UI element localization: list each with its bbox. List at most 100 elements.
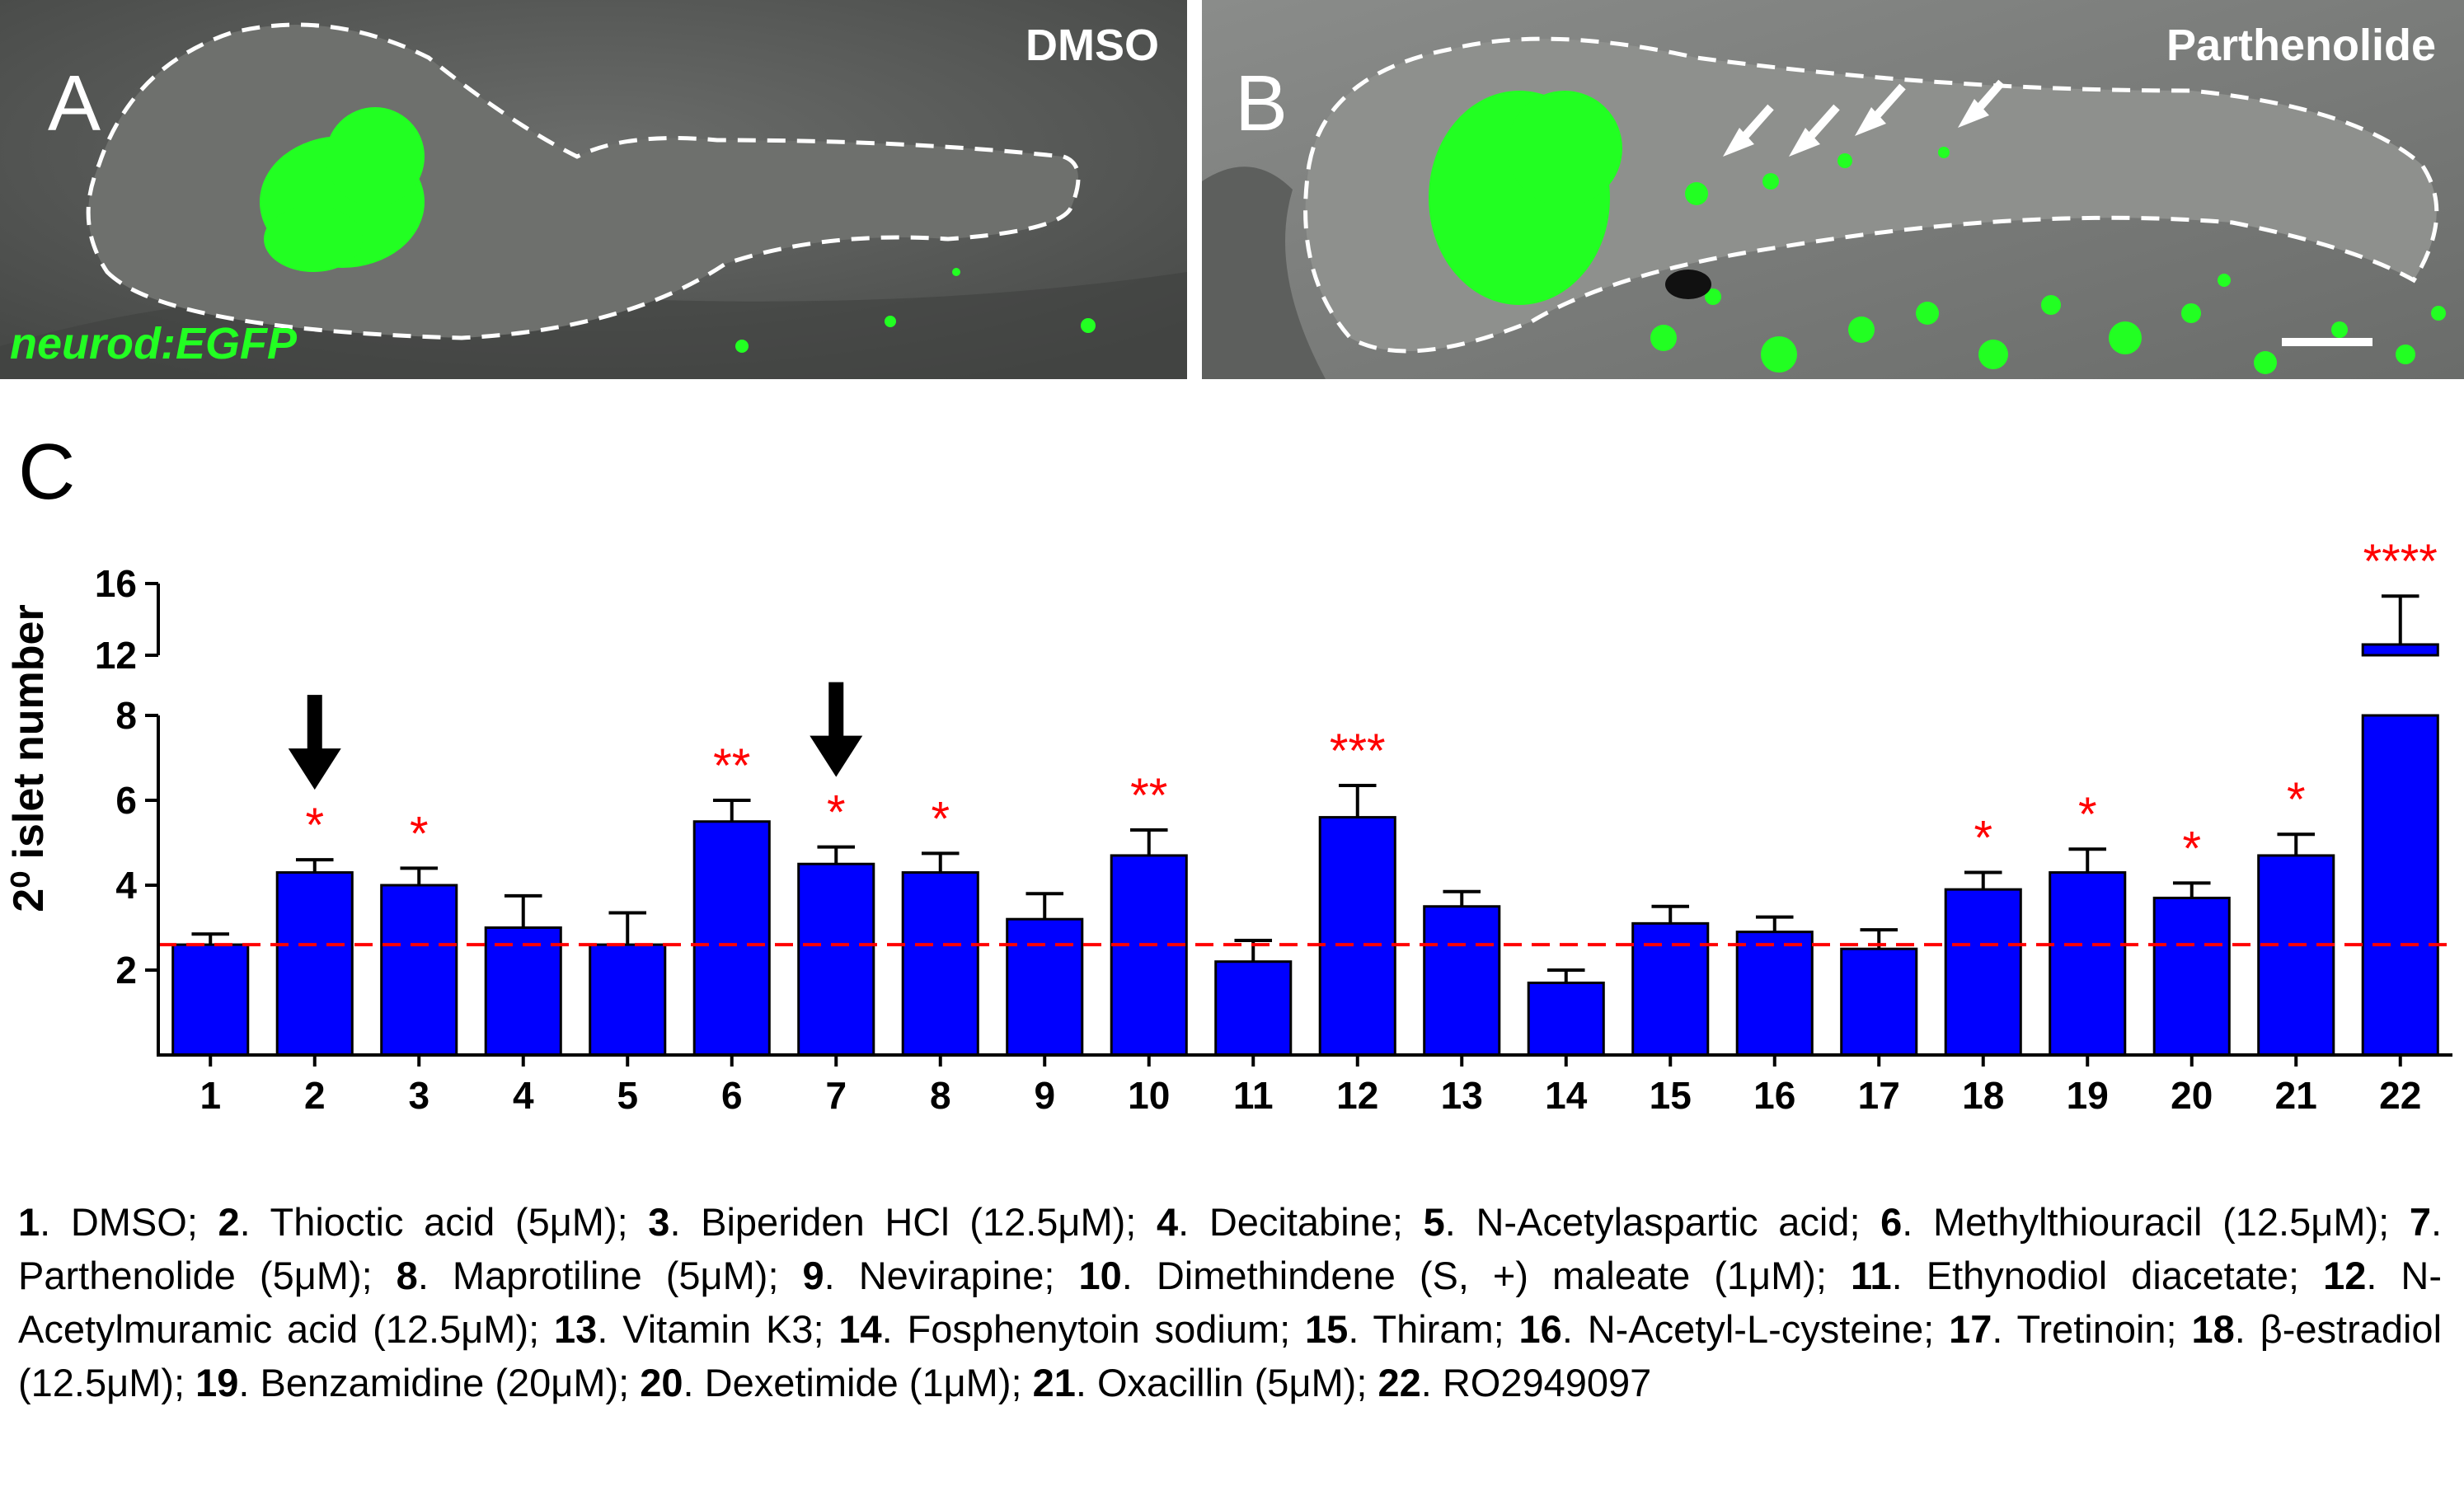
x-tick-label: 19 bbox=[2067, 1074, 2109, 1117]
x-tick-label: 6 bbox=[721, 1074, 743, 1117]
panel-b-condition: Parthenolide bbox=[2166, 21, 2436, 70]
x-tick-label: 15 bbox=[1650, 1074, 1692, 1117]
legend-number: 10 bbox=[1078, 1254, 1122, 1297]
arrow-shaft bbox=[828, 682, 844, 740]
x-tick-label: 5 bbox=[617, 1074, 638, 1117]
bar bbox=[1214, 960, 1293, 1057]
legend-compound: . N-Acetylaspartic acid; bbox=[1444, 1200, 1881, 1244]
legend-compound: . Oxacillin (5μM); bbox=[1075, 1361, 1378, 1404]
arrow-markers bbox=[1723, 79, 2005, 157]
bar bbox=[2361, 714, 2439, 1057]
legend-number: 20 bbox=[640, 1361, 683, 1404]
significance-label: * bbox=[2287, 773, 2306, 827]
x-tick-label: 13 bbox=[1441, 1074, 1483, 1117]
legend-number: 18 bbox=[2191, 1307, 2235, 1351]
bar bbox=[589, 943, 667, 1057]
x-tick-label: 7 bbox=[825, 1074, 847, 1117]
bar bbox=[275, 871, 354, 1057]
bar bbox=[692, 820, 771, 1057]
legend-compound: . Biperiden HCl (12.5μM); bbox=[669, 1200, 1157, 1244]
legend-compound: . Dimethindene (S, +) maleate (1μM); bbox=[1121, 1254, 1851, 1297]
bar bbox=[797, 862, 875, 1057]
legend-compound: . Maprotiline (5μM); bbox=[417, 1254, 803, 1297]
x-tick-label: 2 bbox=[304, 1074, 326, 1117]
significance-label: **** bbox=[2363, 535, 2438, 588]
x-tick-label: 12 bbox=[1336, 1074, 1378, 1117]
panel-b-illustration bbox=[1202, 0, 2464, 379]
legend-number: 17 bbox=[1949, 1307, 1992, 1351]
bar bbox=[1944, 888, 2022, 1057]
panel-a-letter: A bbox=[48, 59, 101, 148]
axes: 1 2 3 4 5 6 7 8 9 10 11 12 13 14 15 16 17 18 19 20 21 2224681… bbox=[95, 562, 2452, 1117]
x-tick-label: 22 bbox=[2379, 1074, 2421, 1117]
legend-number: 21 bbox=[1032, 1361, 1076, 1404]
bar-chart: * **** * ****** ******* 1 2 3 4 5 6 7 8 9 10 11 12 13 14 1… bbox=[5, 535, 2452, 1117]
marker-label: neurod:EGFP bbox=[10, 319, 297, 368]
bar bbox=[171, 943, 250, 1057]
bar bbox=[1527, 981, 1605, 1057]
legend-number: 9 bbox=[802, 1254, 824, 1297]
arrow-marker bbox=[288, 695, 341, 790]
legend-compound: . Decitabine; bbox=[1178, 1200, 1424, 1244]
legend-number: 22 bbox=[1377, 1361, 1421, 1404]
legend-compound: . Fosphenytoin sodium; bbox=[881, 1307, 1306, 1351]
bar bbox=[380, 884, 458, 1057]
panel-a-micrograph: A DMSO neurod:EGFP bbox=[0, 0, 1187, 379]
significance-label: * bbox=[1974, 812, 1992, 865]
legend-number: 7 bbox=[2409, 1200, 2431, 1244]
legend-number: 11 bbox=[1850, 1254, 1892, 1297]
bars: * **** * ****** ******* bbox=[158, 535, 2452, 1057]
y-tick-label: 12 bbox=[95, 634, 137, 677]
x-tick-label: 18 bbox=[1962, 1074, 2004, 1117]
significance-label: *** bbox=[1330, 724, 1386, 778]
x-tick-label: 4 bbox=[513, 1074, 534, 1117]
legend-number: 19 bbox=[195, 1361, 239, 1404]
x-tick-label: 3 bbox=[408, 1074, 429, 1117]
y-tick-label: 6 bbox=[115, 779, 137, 822]
bar bbox=[1006, 917, 1084, 1057]
arrow-head bbox=[288, 748, 341, 790]
significance-label: * bbox=[2182, 822, 2201, 875]
significance-label: ** bbox=[1130, 769, 1167, 823]
legend-compound: . N-Acetylmuramic acid (12.5μM); bbox=[18, 1254, 2443, 1351]
legend-number: 16 bbox=[1518, 1307, 1562, 1351]
bar bbox=[2049, 871, 2127, 1057]
legend-compound: . Dexetimide (1μM); bbox=[683, 1361, 1033, 1404]
panel-b-letter: B bbox=[1235, 59, 1288, 148]
bar bbox=[1110, 854, 1188, 1057]
legend-number: 8 bbox=[396, 1254, 418, 1297]
legend-number: 1 bbox=[18, 1200, 40, 1244]
legend-number: 3 bbox=[648, 1200, 670, 1244]
legend-compound: . Benzamidine (20μM); bbox=[238, 1361, 641, 1404]
legend-compound: . Thioctic acid (5μM); bbox=[239, 1200, 649, 1244]
legend-compound: . Ethynodiol diacetate; bbox=[1891, 1254, 2324, 1297]
legend-number: 13 bbox=[554, 1307, 598, 1351]
panel-b-micrograph: B Parthenolide bbox=[1202, 0, 2464, 379]
y-axis-label: 2⁰ islet number bbox=[5, 604, 53, 912]
y-tick-label: 16 bbox=[95, 562, 137, 605]
compound-legend: 1. DMSO; 2. Thioctic acid (5μM); 3. Bipe… bbox=[18, 1195, 2442, 1409]
bar bbox=[1735, 931, 1814, 1057]
y-tick-label: 8 bbox=[115, 694, 137, 737]
y-tick-label: 2 bbox=[115, 949, 137, 992]
panel-a-illustration bbox=[0, 0, 1187, 379]
x-tick-label: 8 bbox=[930, 1074, 951, 1117]
significance-label: ** bbox=[713, 739, 750, 793]
panel-c-letter: C bbox=[18, 428, 76, 516]
arrow-head bbox=[810, 735, 863, 777]
x-tick-label: 10 bbox=[1128, 1074, 1170, 1117]
significance-label: * bbox=[305, 799, 324, 852]
legend-compound: . Parthenolide (5μM); bbox=[18, 1200, 2443, 1297]
bar bbox=[1840, 947, 1918, 1057]
legend-number: 14 bbox=[838, 1307, 882, 1351]
legend-compound: . Vitamin K3; bbox=[597, 1307, 839, 1351]
x-tick-label: 11 bbox=[1233, 1074, 1274, 1117]
arrow-shaft bbox=[307, 695, 322, 753]
significance-label: * bbox=[410, 807, 429, 860]
bar bbox=[1423, 905, 1501, 1057]
x-tick-label: 1 bbox=[199, 1074, 221, 1117]
legend-number: 12 bbox=[2323, 1254, 2367, 1297]
x-tick-label: 20 bbox=[2171, 1074, 2213, 1117]
legend-number: 5 bbox=[1423, 1200, 1445, 1244]
panel-a-condition: DMSO bbox=[1025, 21, 1159, 70]
